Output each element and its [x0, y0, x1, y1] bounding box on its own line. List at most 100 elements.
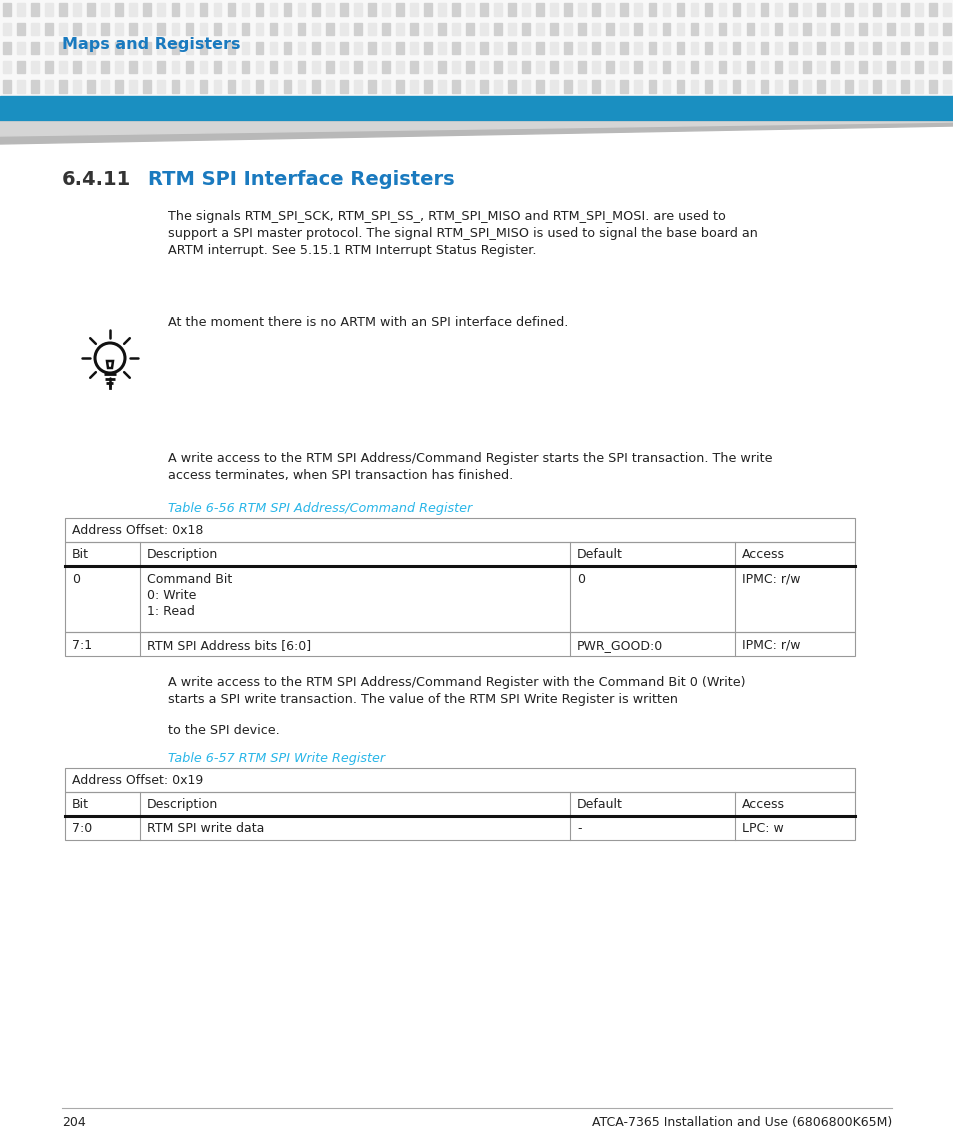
Bar: [423, 3, 432, 16]
Bar: [199, 61, 207, 73]
Bar: [368, 80, 375, 93]
Bar: [73, 3, 81, 16]
Bar: [774, 41, 781, 54]
Text: IPMC: r/w: IPMC: r/w: [741, 572, 800, 586]
Bar: [283, 23, 292, 35]
Text: Address Offset: 0x18: Address Offset: 0x18: [71, 524, 203, 537]
Bar: [619, 80, 627, 93]
Text: PWR_GOOD:0: PWR_GOOD:0: [577, 639, 662, 652]
Bar: [354, 23, 361, 35]
Bar: [115, 23, 123, 35]
Bar: [690, 3, 698, 16]
Bar: [508, 3, 516, 16]
Bar: [508, 61, 516, 73]
Bar: [550, 23, 558, 35]
Bar: [59, 80, 67, 93]
Bar: [157, 80, 165, 93]
Bar: [494, 23, 501, 35]
Bar: [732, 61, 740, 73]
Bar: [858, 61, 865, 73]
Bar: [690, 80, 698, 93]
Bar: [395, 23, 403, 35]
Bar: [255, 3, 263, 16]
Bar: [410, 23, 417, 35]
Bar: [143, 80, 151, 93]
Bar: [381, 80, 389, 93]
Bar: [423, 23, 432, 35]
Bar: [858, 80, 865, 93]
Bar: [690, 41, 698, 54]
Bar: [31, 61, 39, 73]
Bar: [760, 3, 768, 16]
Bar: [101, 41, 109, 54]
Bar: [564, 80, 572, 93]
Bar: [101, 80, 109, 93]
Bar: [143, 61, 151, 73]
Text: access terminates, when SPI transaction has finished.: access terminates, when SPI transaction …: [168, 469, 513, 482]
Bar: [479, 41, 487, 54]
Bar: [339, 41, 347, 54]
Bar: [88, 3, 95, 16]
Bar: [943, 3, 950, 16]
Bar: [45, 3, 53, 16]
Bar: [774, 61, 781, 73]
Bar: [886, 80, 894, 93]
Text: Default: Default: [577, 548, 622, 561]
Bar: [634, 61, 641, 73]
Bar: [900, 80, 908, 93]
Bar: [816, 61, 823, 73]
Bar: [213, 61, 221, 73]
Bar: [339, 3, 347, 16]
Bar: [354, 41, 361, 54]
Bar: [648, 61, 656, 73]
Bar: [844, 41, 852, 54]
Bar: [928, 41, 936, 54]
Bar: [283, 61, 292, 73]
Text: 0: 0: [71, 572, 80, 586]
Bar: [914, 23, 922, 35]
Bar: [437, 3, 445, 16]
Text: 0: 0: [577, 572, 584, 586]
Text: LPC: w: LPC: w: [741, 822, 783, 835]
Polygon shape: [0, 123, 953, 144]
Bar: [130, 3, 137, 16]
Bar: [31, 41, 39, 54]
Bar: [886, 61, 894, 73]
Bar: [368, 41, 375, 54]
Bar: [228, 3, 235, 16]
Bar: [101, 23, 109, 35]
Bar: [844, 80, 852, 93]
Bar: [241, 23, 249, 35]
Bar: [17, 80, 25, 93]
Bar: [368, 23, 375, 35]
Bar: [872, 61, 880, 73]
Bar: [886, 3, 894, 16]
Bar: [157, 3, 165, 16]
Bar: [676, 80, 683, 93]
Text: ATCA-7365 Installation and Use (6806800K65M): ATCA-7365 Installation and Use (6806800K…: [591, 1116, 891, 1129]
Bar: [914, 41, 922, 54]
Bar: [718, 41, 725, 54]
Bar: [115, 3, 123, 16]
Bar: [452, 3, 459, 16]
Text: Command Bit: Command Bit: [147, 572, 232, 586]
Bar: [872, 41, 880, 54]
Bar: [452, 23, 459, 35]
Bar: [479, 80, 487, 93]
Bar: [606, 61, 614, 73]
Bar: [704, 61, 712, 73]
Text: ARTM interrupt. See 5.15.1 RTM Interrupt Status Register.: ARTM interrupt. See 5.15.1 RTM Interrupt…: [168, 244, 536, 256]
Bar: [368, 61, 375, 73]
Bar: [339, 80, 347, 93]
Bar: [381, 3, 389, 16]
Bar: [578, 23, 585, 35]
Bar: [802, 61, 810, 73]
Bar: [59, 23, 67, 35]
Text: The signals RTM_SPI_SCK, RTM_SPI_SS_, RTM_SPI_MISO and RTM_SPI_MOSI. are used to: The signals RTM_SPI_SCK, RTM_SPI_SS_, RT…: [168, 210, 725, 223]
Text: RTM SPI write data: RTM SPI write data: [147, 822, 264, 835]
Bar: [760, 23, 768, 35]
Bar: [536, 3, 543, 16]
Bar: [760, 61, 768, 73]
Bar: [746, 61, 754, 73]
Bar: [536, 23, 543, 35]
